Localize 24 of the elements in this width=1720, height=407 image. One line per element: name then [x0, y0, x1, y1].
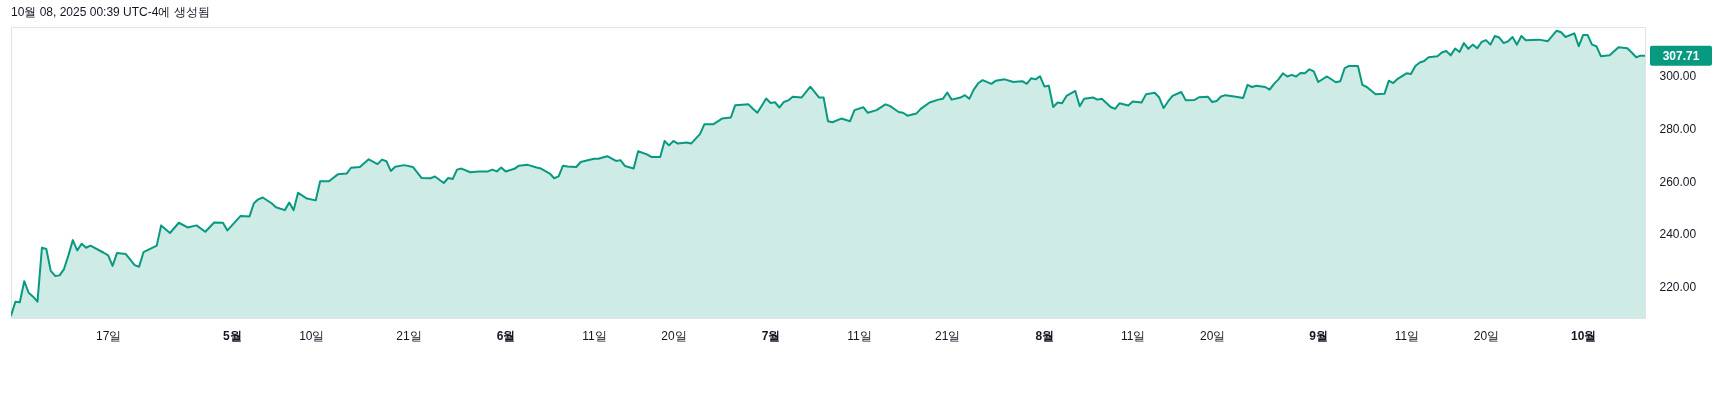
annotation: 307.71: [1662, 48, 1700, 63]
x-tick-label: 17일: [95, 328, 122, 343]
x-tick-label: 11일: [582, 328, 607, 343]
y-tick-label: 300.00: [1659, 69, 1697, 84]
x-tick-label: 11일: [1394, 328, 1420, 343]
x-tick-label: 5월: [222, 328, 242, 343]
x-tick-label: 7월: [761, 328, 781, 343]
y-tick-label: 260.00: [1659, 174, 1697, 189]
y-tick-label: 220.00: [1659, 279, 1697, 294]
x-tick-label: 20일: [1473, 328, 1500, 343]
y-tick-label: 280.00: [1659, 122, 1697, 137]
x-tick-label: 9월: [1309, 328, 1329, 343]
x-tick-label: 10일: [299, 328, 325, 343]
x-tick-label: 11일: [847, 328, 872, 343]
x-tick-label: 8월: [1035, 328, 1055, 343]
text: 10월 08, 2025 00:39 UTC-4에 생성됨: [11, 5, 210, 19]
x-tick-label: 21일: [396, 328, 422, 343]
x-tick-label: 10월: [1570, 328, 1597, 343]
x-tick-label: 20일: [661, 328, 687, 343]
x-tick-label: 6월: [496, 328, 516, 343]
x-tick-label: 21일: [935, 328, 961, 343]
x-tick-label: 11일: [1120, 328, 1146, 343]
y-tick-label: 240.00: [1659, 227, 1697, 242]
x-tick-label: 20일: [1200, 328, 1226, 343]
